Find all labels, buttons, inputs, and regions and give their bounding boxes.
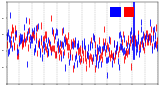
FancyBboxPatch shape: [124, 7, 134, 17]
FancyBboxPatch shape: [110, 7, 121, 17]
